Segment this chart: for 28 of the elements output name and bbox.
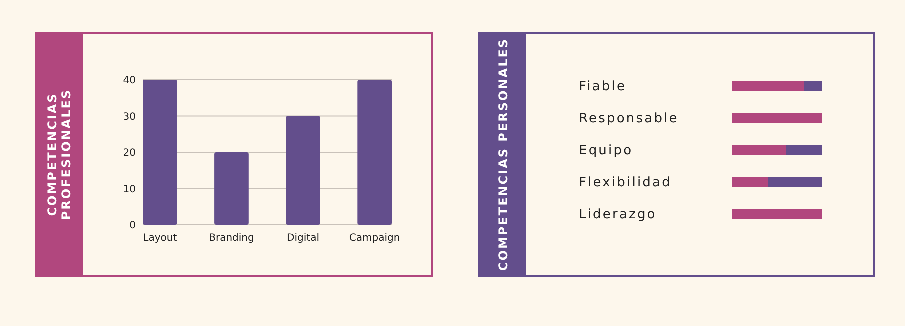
x-tick-label: Digital: [287, 233, 320, 244]
bar: [732, 209, 822, 219]
bar: [732, 145, 786, 155]
bar: [286, 116, 320, 225]
y-tick-label: 20: [123, 148, 136, 159]
y-tick-label: 40: [123, 76, 136, 86]
bar: [732, 177, 768, 187]
x-tick-label: Branding: [209, 233, 254, 244]
x-tick-label: Campaign: [349, 233, 400, 244]
y-tick-label: 30: [123, 112, 136, 123]
x-tick-label: Layout: [143, 233, 178, 244]
text: COMPETENCIAS PERSONALES: [496, 38, 510, 272]
y-tick-label: Flexibilidad: [579, 176, 672, 191]
bar: [804, 81, 822, 91]
y-tick-label: Responsable: [579, 112, 679, 127]
bar: [143, 80, 178, 225]
y-tick-label: 0: [130, 220, 136, 232]
text: COMPETENCIAS PROFESIONALES: [46, 88, 74, 220]
bar: [732, 113, 822, 123]
y-tick-label: Equipo: [579, 144, 634, 159]
bar: [768, 177, 822, 187]
y-tick-label: Liderazgo: [579, 208, 657, 223]
y-tick-label: Fiable: [579, 80, 627, 95]
y-tick-label: 10: [123, 184, 136, 196]
bar: [732, 81, 804, 91]
bar: [214, 152, 249, 225]
bar: [358, 80, 392, 225]
bar: [786, 145, 822, 155]
